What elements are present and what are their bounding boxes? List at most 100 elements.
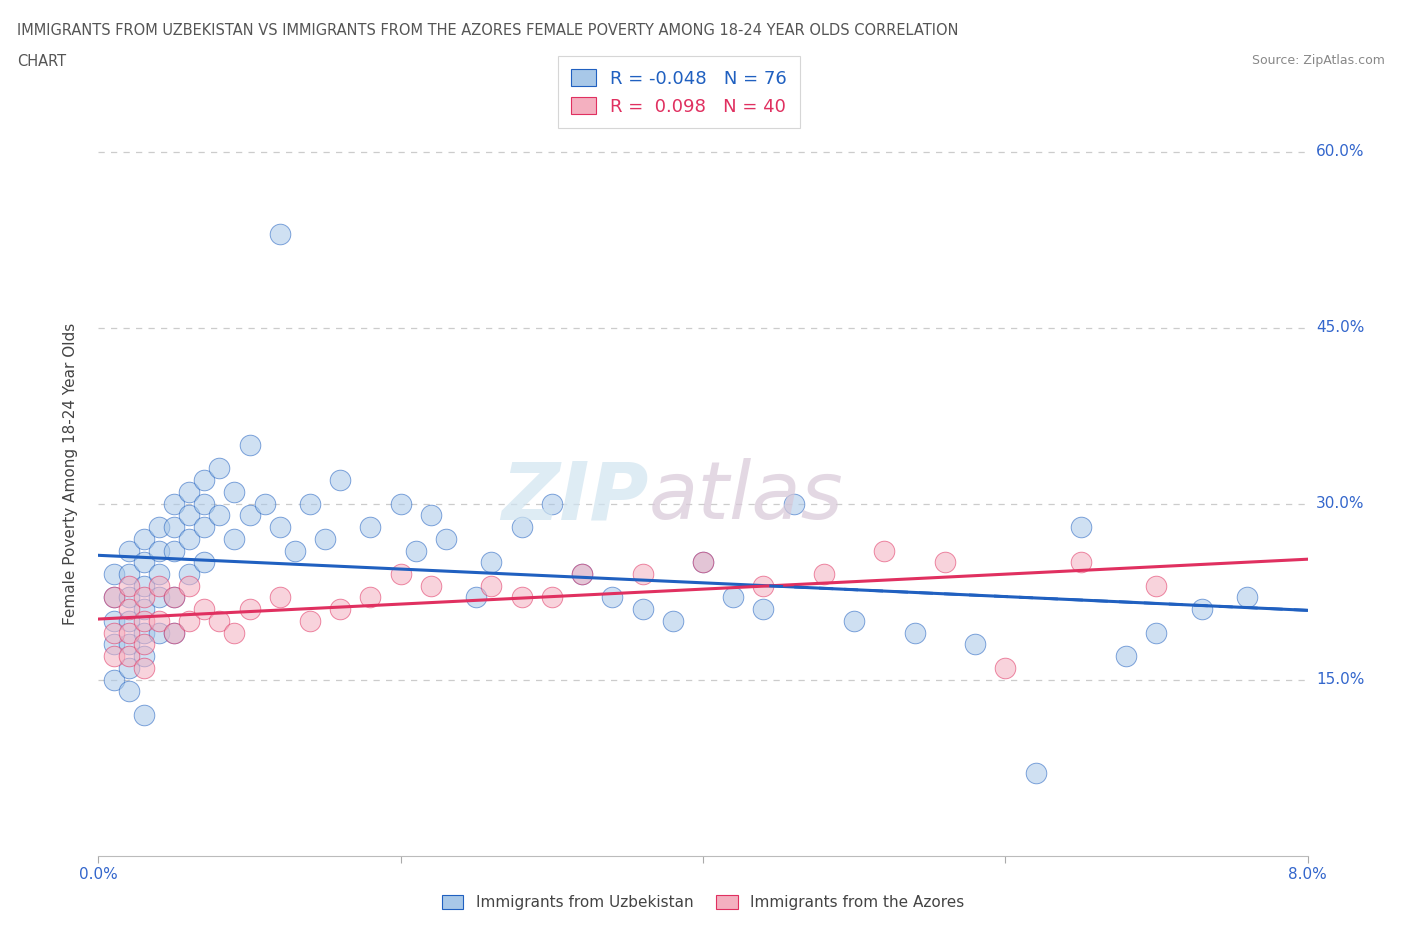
Point	[208, 614, 231, 629]
Point	[103, 566, 125, 581]
Point	[844, 614, 866, 629]
Point	[269, 226, 291, 241]
Point	[1146, 625, 1168, 640]
Point	[148, 543, 170, 558]
Point	[420, 508, 443, 523]
Point	[253, 497, 276, 512]
Text: Source: ZipAtlas.com: Source: ZipAtlas.com	[1251, 54, 1385, 67]
Text: 60.0%: 60.0%	[1316, 144, 1364, 159]
Point	[208, 508, 231, 523]
Point	[994, 660, 1017, 675]
Point	[420, 578, 443, 593]
Point	[631, 602, 654, 617]
Point	[163, 625, 186, 640]
Point	[118, 614, 141, 629]
Point	[148, 625, 170, 640]
Point	[179, 508, 201, 523]
Point	[193, 497, 215, 512]
Point	[329, 602, 352, 617]
Point	[118, 660, 141, 675]
Point	[132, 590, 155, 604]
Point	[193, 602, 215, 617]
Point	[179, 485, 201, 499]
Point	[481, 578, 503, 593]
Point	[434, 531, 457, 546]
Point	[904, 625, 927, 640]
Point	[118, 578, 141, 593]
Point	[965, 637, 987, 652]
Point	[103, 625, 125, 640]
Point	[148, 590, 170, 604]
Point	[360, 590, 382, 604]
Point	[752, 578, 775, 593]
Point	[132, 625, 155, 640]
Point	[239, 508, 262, 523]
Point	[118, 590, 141, 604]
Point	[692, 555, 714, 570]
Point	[540, 497, 562, 512]
Point	[132, 602, 155, 617]
Point	[692, 555, 714, 570]
Point	[148, 566, 170, 581]
Point	[481, 555, 503, 570]
Point	[163, 497, 186, 512]
Point	[723, 590, 745, 604]
Point	[132, 614, 155, 629]
Text: atlas: atlas	[648, 458, 844, 537]
Point	[1070, 555, 1092, 570]
Point	[163, 590, 186, 604]
Point	[163, 543, 186, 558]
Point	[571, 566, 593, 581]
Point	[1070, 520, 1092, 535]
Point	[118, 566, 141, 581]
Point	[389, 566, 412, 581]
Point	[103, 614, 125, 629]
Point	[118, 543, 141, 558]
Point	[148, 614, 170, 629]
Point	[571, 566, 593, 581]
Point	[132, 660, 155, 675]
Point	[314, 531, 336, 546]
Point	[269, 590, 291, 604]
Point	[1146, 578, 1168, 593]
Point	[179, 531, 201, 546]
Point	[118, 602, 141, 617]
Text: 15.0%: 15.0%	[1316, 672, 1364, 687]
Point	[269, 520, 291, 535]
Point	[239, 602, 262, 617]
Text: 30.0%: 30.0%	[1316, 496, 1364, 512]
Point	[103, 649, 125, 664]
Text: 45.0%: 45.0%	[1316, 320, 1364, 335]
Point	[132, 578, 155, 593]
Point	[299, 497, 322, 512]
Point	[1236, 590, 1258, 604]
Point	[752, 602, 775, 617]
Point	[934, 555, 956, 570]
Point	[813, 566, 835, 581]
Point	[540, 590, 562, 604]
Point	[163, 520, 186, 535]
Point	[1115, 649, 1137, 664]
Point	[1025, 766, 1047, 781]
Text: ZIP: ZIP	[501, 458, 648, 537]
Point	[224, 531, 246, 546]
Point	[193, 472, 215, 487]
Point	[193, 520, 215, 535]
Point	[179, 566, 201, 581]
Point	[179, 614, 201, 629]
Point	[661, 614, 683, 629]
Point	[193, 555, 215, 570]
Point	[132, 649, 155, 664]
Text: CHART: CHART	[17, 54, 66, 69]
Point	[389, 497, 412, 512]
Point	[103, 590, 125, 604]
Point	[224, 625, 246, 640]
Point	[239, 437, 262, 452]
Point	[132, 531, 155, 546]
Point	[163, 625, 186, 640]
Point	[148, 520, 170, 535]
Point	[329, 472, 352, 487]
Legend: R = -0.048   N = 76, R =  0.098   N = 40: R = -0.048 N = 76, R = 0.098 N = 40	[558, 57, 800, 128]
Point	[405, 543, 427, 558]
Point	[118, 684, 141, 698]
